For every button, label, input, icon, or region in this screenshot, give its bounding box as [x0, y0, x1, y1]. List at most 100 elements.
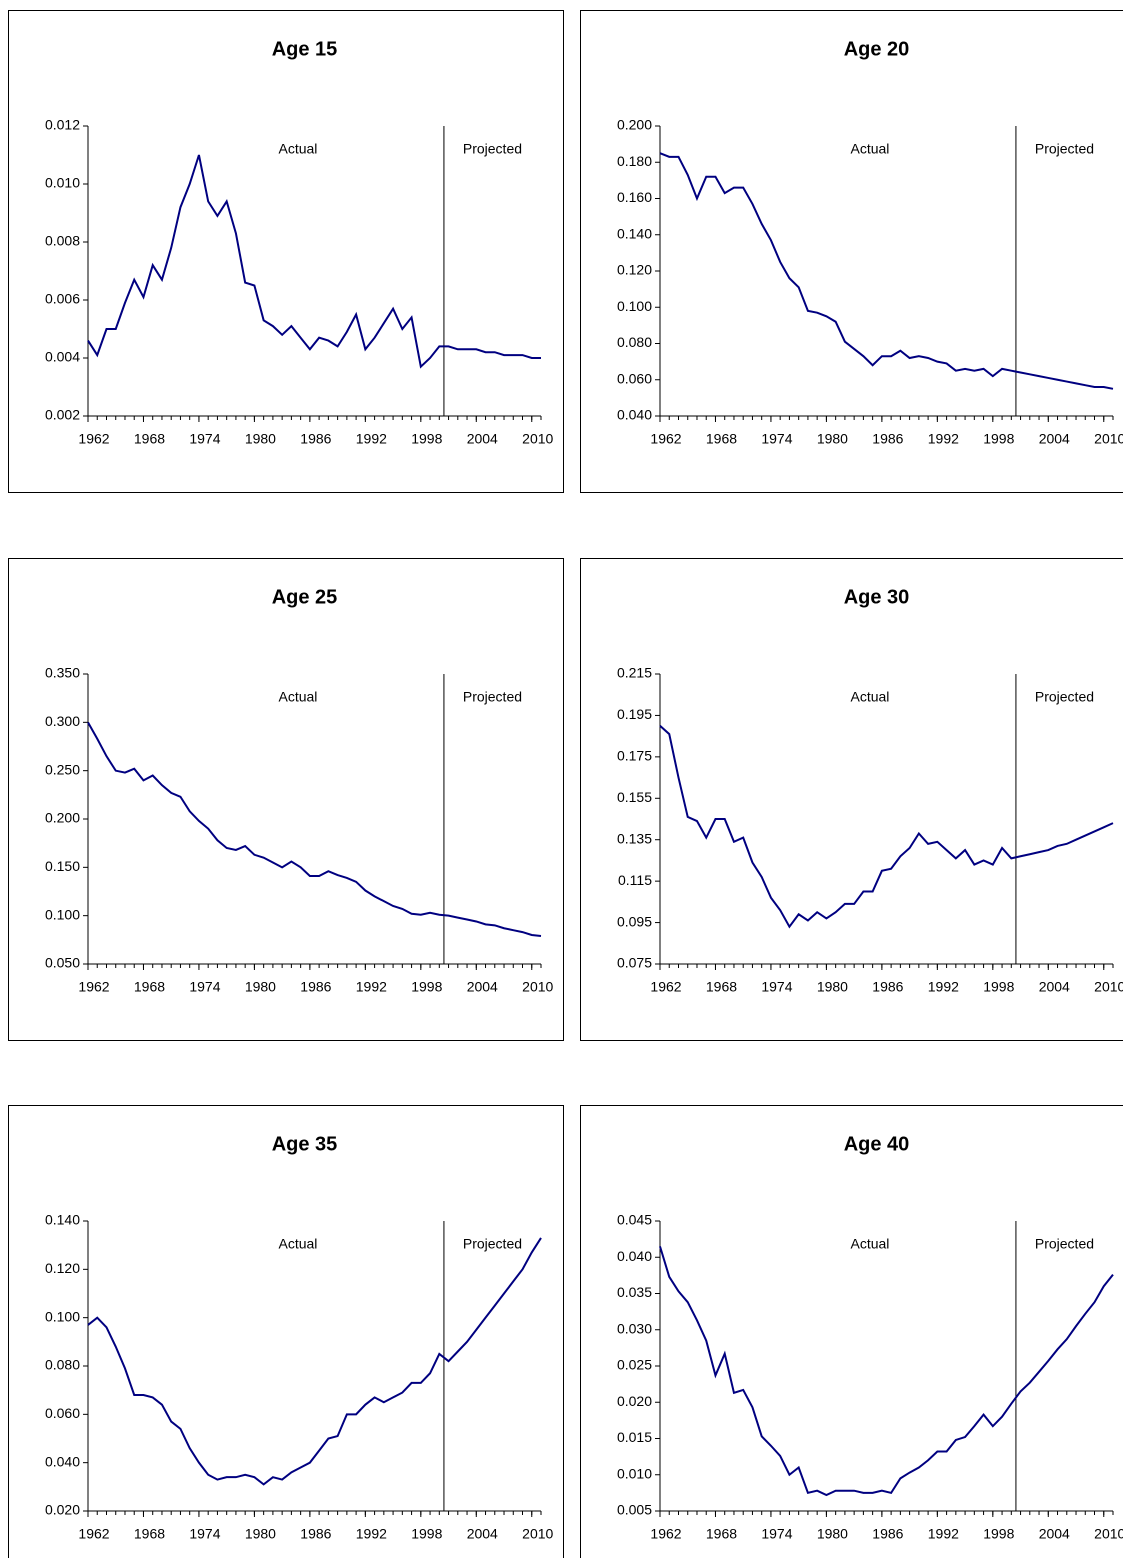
chart-title: Age 30: [844, 586, 910, 608]
annotation: Actual: [279, 141, 318, 157]
annotation: Projected: [463, 1236, 522, 1252]
y-tick-label: 0.135: [617, 830, 652, 846]
data-line: [659, 1246, 1114, 1497]
panel-border: [580, 10, 1123, 493]
x-tick-label: 1998: [411, 1526, 442, 1542]
chart-panel: Age 15 0.002 0.004 0.006 0.008 0.010 0.012 1962…: [8, 10, 564, 493]
y-tick-label: 0.060: [617, 370, 652, 386]
y-tick-label: 0.200: [617, 117, 652, 133]
x-tick-label: 2004: [1039, 1526, 1070, 1542]
x-tick-label: 1974: [189, 1526, 220, 1542]
x-tick-label: 1968: [706, 1526, 737, 1542]
x-tick-label: 2010: [1094, 979, 1123, 995]
y-tick-label: 0.060: [45, 1405, 80, 1421]
y-tick-label: 0.012: [45, 117, 80, 133]
y-tick-label: 0.300: [45, 713, 80, 729]
x-tick-label: 1986: [300, 431, 331, 447]
y-tick-label: 0.100: [45, 1308, 80, 1324]
y-tick-label: 0.080: [617, 334, 652, 350]
x-tick-label: 1974: [761, 979, 792, 995]
x-tick-label: 2004: [467, 1526, 498, 1542]
data-line: [87, 1237, 542, 1486]
chart-panel: Age 20 0.040 0.060 0.080 0.100 0.120 0.140 0.16…: [580, 10, 1123, 493]
annotation: Projected: [1035, 1236, 1094, 1252]
x-tick-label: 1986: [872, 431, 903, 447]
x-tick-label: 1992: [928, 979, 959, 995]
x-tick-label: 1962: [78, 1526, 109, 1542]
x-tick-label: 2010: [1094, 1526, 1123, 1542]
x-tick-label: 2010: [522, 1526, 553, 1542]
x-tick-label: 1968: [706, 979, 737, 995]
chart-panel: Age 35 0.020 0.040 0.060 0.080 0.100 0.120 0.14…: [8, 1105, 564, 1558]
y-tick-label: 0.002: [45, 407, 80, 423]
y-tick-label: 0.140: [617, 225, 652, 241]
x-tick-label: 1962: [78, 979, 109, 995]
y-tick-label: 0.004: [45, 349, 80, 365]
x-tick-label: 1968: [134, 979, 165, 995]
y-tick-label: 0.350: [45, 665, 80, 681]
annotation: Actual: [279, 689, 318, 705]
y-tick-label: 0.140: [45, 1212, 80, 1228]
y-tick-label: 0.040: [45, 1453, 80, 1469]
chart-title: Age 15: [272, 38, 338, 60]
x-tick-label: 2010: [522, 979, 553, 995]
y-tick-label: 0.115: [618, 872, 652, 888]
x-tick-label: 1980: [817, 979, 848, 995]
x-tick-label: 1998: [411, 431, 442, 447]
chart-panel: Age 25 0.050 0.100 0.150 0.200 0.250 0.300 0.35…: [8, 558, 564, 1041]
x-tick-label: 1998: [983, 979, 1014, 995]
x-tick-label: 1986: [300, 1526, 331, 1542]
x-tick-label: 2004: [467, 431, 498, 447]
chart-title: Age 20: [844, 38, 910, 60]
x-tick-label: 1980: [817, 1526, 848, 1542]
x-tick-label: 1980: [245, 431, 276, 447]
y-tick-label: 0.250: [45, 761, 80, 777]
x-tick-label: 1992: [928, 431, 959, 447]
y-tick-label: 0.095: [617, 913, 652, 929]
annotation: Projected: [1035, 141, 1094, 157]
x-tick-label: 1962: [650, 431, 681, 447]
x-tick-label: 2004: [467, 979, 498, 995]
y-tick-label: 0.080: [45, 1357, 80, 1373]
x-tick-label: 1998: [983, 431, 1014, 447]
annotation: Actual: [851, 689, 890, 705]
y-tick-label: 0.030: [617, 1320, 652, 1336]
panel-border: [8, 558, 564, 1041]
annotation: Projected: [463, 689, 522, 705]
x-tick-label: 1968: [134, 431, 165, 447]
data-line: [87, 721, 542, 937]
x-tick-label: 1992: [356, 1526, 387, 1542]
y-tick-label: 0.195: [617, 706, 652, 722]
y-tick-label: 0.150: [45, 858, 80, 874]
panel-border: [8, 1105, 564, 1558]
x-tick-label: 1980: [817, 431, 848, 447]
y-tick-label: 0.100: [617, 298, 652, 314]
x-tick-label: 1968: [706, 431, 737, 447]
x-tick-label: 1986: [300, 979, 331, 995]
y-tick-label: 0.020: [45, 1502, 80, 1518]
y-tick-label: 0.045: [617, 1212, 652, 1228]
y-tick-label: 0.035: [617, 1284, 652, 1300]
data-line: [659, 725, 1114, 929]
chart-title: Age 25: [272, 586, 338, 608]
y-tick-label: 0.120: [617, 262, 652, 278]
x-tick-label: 1974: [189, 431, 220, 447]
x-tick-label: 1992: [928, 1526, 959, 1542]
y-tick-label: 0.020: [617, 1393, 652, 1409]
annotation: Projected: [1035, 689, 1094, 705]
y-tick-label: 0.180: [617, 153, 652, 169]
annotation: Projected: [463, 141, 522, 157]
annotation: Actual: [851, 141, 890, 157]
x-tick-label: 1998: [411, 979, 442, 995]
y-tick-label: 0.010: [45, 175, 80, 191]
data-line: [87, 154, 541, 369]
y-tick-label: 0.050: [45, 955, 80, 971]
y-tick-label: 0.005: [617, 1502, 652, 1518]
y-tick-label: 0.008: [45, 233, 80, 249]
x-tick-label: 1962: [650, 979, 681, 995]
y-tick-label: 0.175: [617, 748, 652, 764]
x-tick-label: 1974: [189, 979, 220, 995]
panel-border: [580, 1105, 1123, 1558]
